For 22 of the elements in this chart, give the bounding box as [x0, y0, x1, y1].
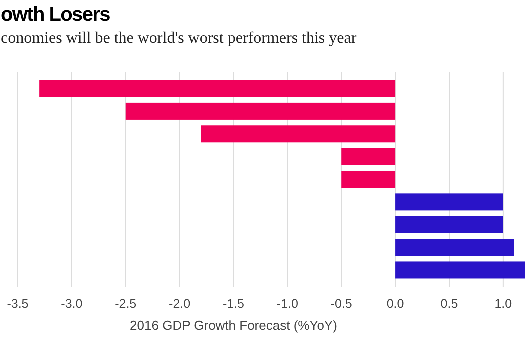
bar: [396, 262, 525, 279]
bar: [396, 194, 504, 211]
x-tick-label: 1.0: [494, 297, 512, 311]
x-axis-title: 2016 GDP Growth Forecast (%YoY): [130, 318, 338, 333]
x-tick-label: -3.5: [7, 297, 29, 311]
bar: [396, 239, 514, 256]
chart-subtitle: conomies will be the world's worst performers this year: [1, 30, 358, 47]
x-tick-label: -1.5: [222, 297, 245, 311]
x-tick-label: -2.5: [115, 297, 137, 311]
chart-title: owth Losers: [1, 4, 111, 26]
x-tick-label: -3.0: [61, 297, 83, 311]
bar: [396, 216, 504, 234]
bar: [342, 170, 396, 188]
x-tick-label: 0.5: [440, 297, 458, 311]
x-tick-label: -0.5: [330, 297, 352, 311]
x-tick-label: 0.0: [386, 297, 404, 311]
bar: [40, 80, 396, 98]
bar: [342, 148, 396, 166]
bar: [126, 102, 396, 120]
bar: [201, 126, 396, 143]
x-tick-label: -1.0: [276, 297, 298, 311]
x-tick-label: -2.0: [169, 297, 191, 311]
